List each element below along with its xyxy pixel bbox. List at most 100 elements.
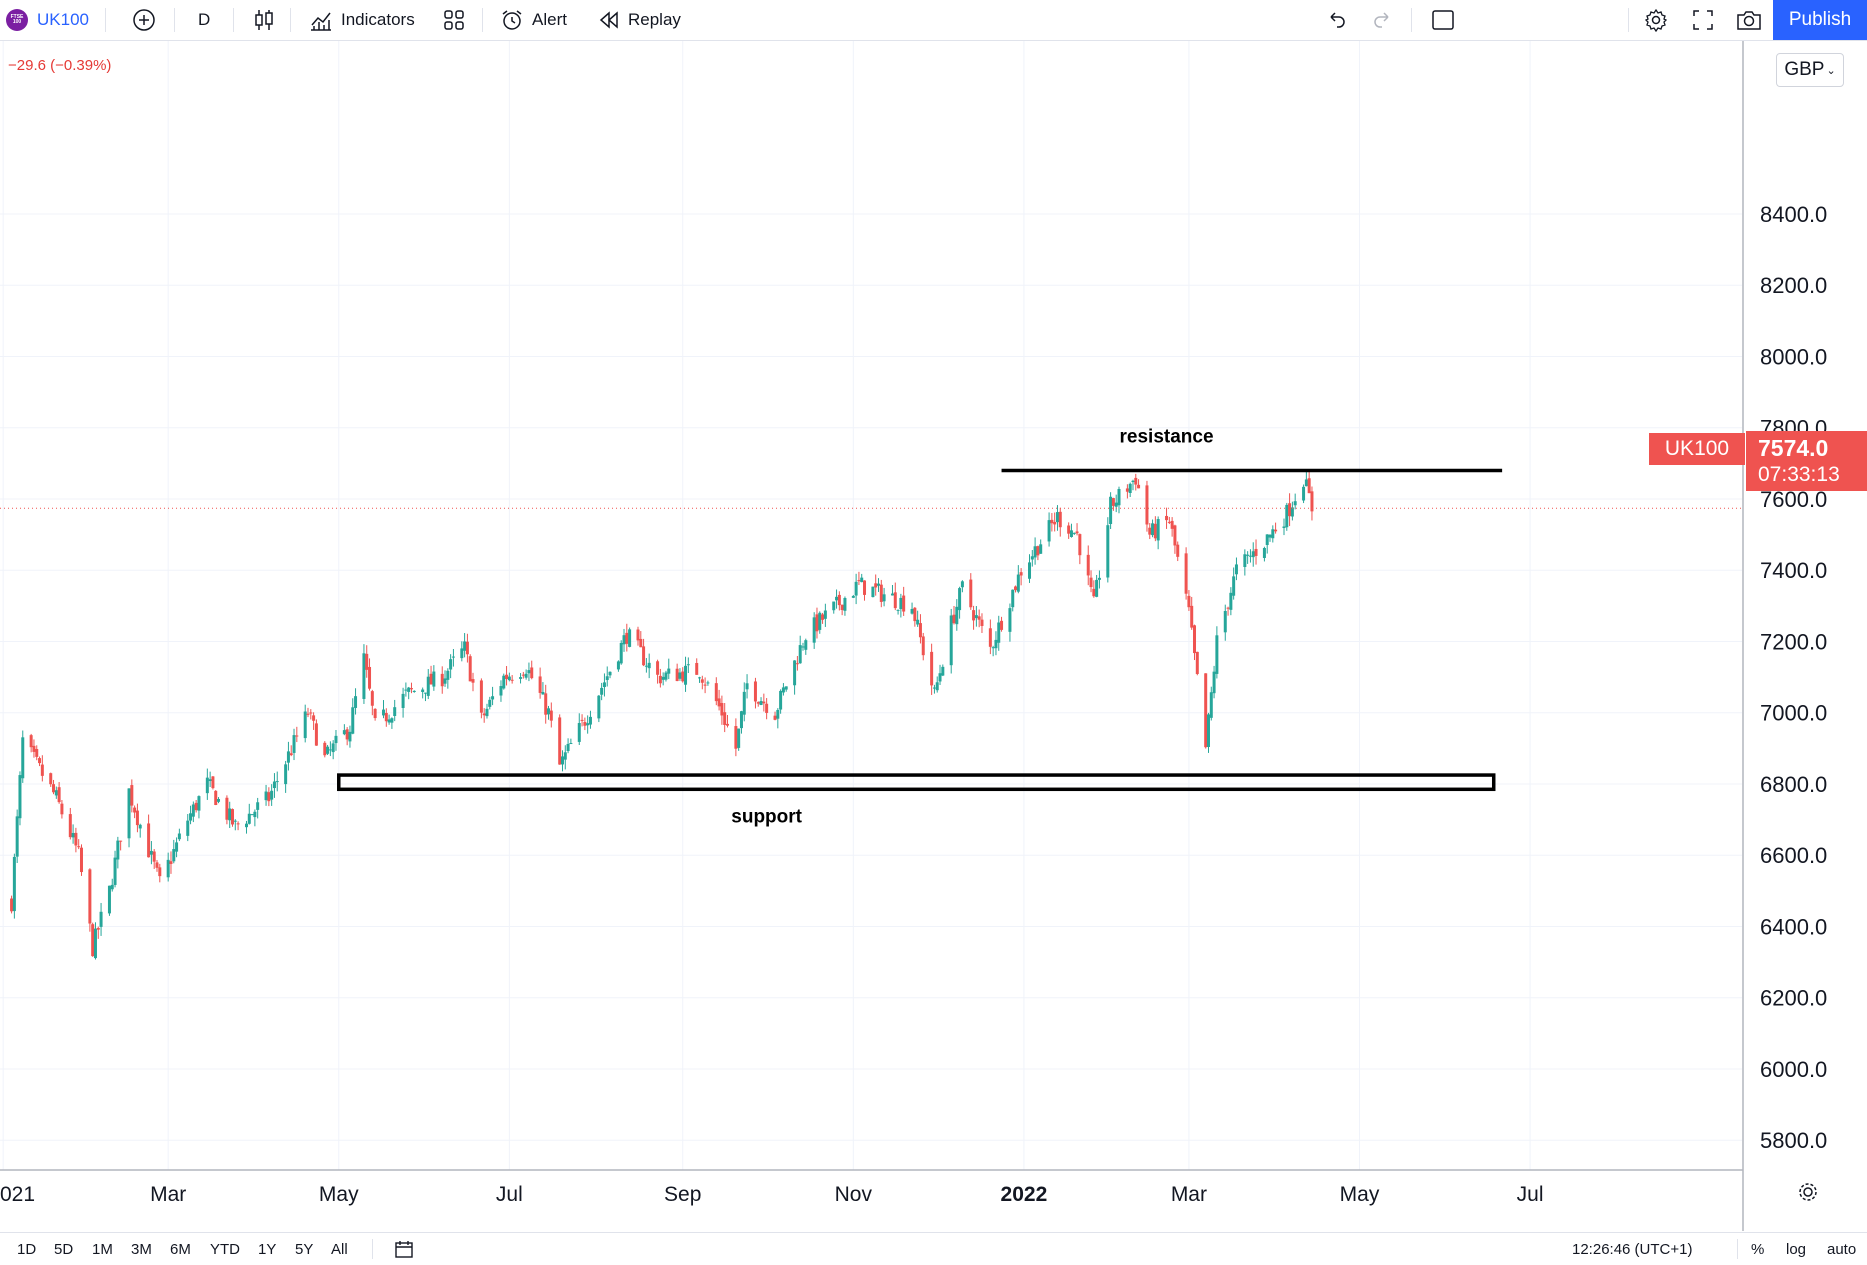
candle-body bbox=[974, 615, 978, 619]
candle-body bbox=[843, 598, 847, 611]
candle-body bbox=[32, 745, 36, 752]
range-6m[interactable]: 6M bbox=[170, 1240, 191, 1258]
candle-body bbox=[71, 832, 75, 838]
candle-body bbox=[10, 898, 14, 912]
candle-body bbox=[228, 808, 232, 821]
auto-toggle[interactable]: auto bbox=[1827, 1240, 1857, 1258]
undo-button[interactable] bbox=[1325, 0, 1347, 40]
candle-body bbox=[138, 824, 142, 829]
currency-selector[interactable]: GBP ⌄ bbox=[1776, 53, 1844, 87]
range-5d[interactable]: 5D bbox=[54, 1240, 74, 1258]
candle-body bbox=[155, 862, 159, 868]
candle-body bbox=[1248, 555, 1252, 557]
candle-body bbox=[1204, 673, 1208, 748]
chart-type-button[interactable] bbox=[253, 0, 275, 40]
candle-body bbox=[211, 776, 215, 789]
price-scale-label: 6000.0 bbox=[1760, 1057, 1827, 1082]
square-icon bbox=[1432, 10, 1454, 30]
candle-body bbox=[423, 692, 427, 694]
candle-body bbox=[21, 737, 25, 779]
range-1m[interactable]: 1M bbox=[92, 1240, 113, 1258]
indicators-button[interactable]: Indicators bbox=[309, 0, 415, 40]
range-all[interactable]: All bbox=[331, 1240, 348, 1258]
price-scale-label: 8400.0 bbox=[1760, 202, 1827, 227]
candle-body bbox=[135, 810, 139, 826]
candle-body bbox=[384, 712, 388, 722]
candle-body bbox=[390, 718, 394, 723]
goto-date-button[interactable] bbox=[394, 1233, 414, 1265]
candle-body bbox=[306, 713, 310, 715]
candle-body bbox=[217, 799, 221, 802]
layouts-button[interactable] bbox=[443, 0, 465, 40]
range-ytd[interactable]: YTD bbox=[210, 1240, 240, 1258]
candle-body bbox=[977, 616, 981, 620]
candle-body bbox=[1187, 595, 1191, 608]
camera-icon bbox=[1737, 11, 1761, 30]
candle-body bbox=[960, 581, 964, 588]
candle-body bbox=[642, 646, 646, 666]
candle-body bbox=[835, 596, 839, 601]
interval-button[interactable]: D bbox=[198, 0, 210, 40]
candle-body bbox=[345, 729, 349, 740]
range-3m[interactable]: 3M bbox=[131, 1240, 152, 1258]
log-toggle[interactable]: log bbox=[1786, 1240, 1807, 1258]
candle-body bbox=[1033, 546, 1037, 558]
candle-body bbox=[485, 708, 489, 717]
support-zone[interactable] bbox=[337, 773, 1496, 792]
candle-body bbox=[793, 660, 797, 686]
percent-toggle[interactable]: % bbox=[1751, 1240, 1765, 1258]
range-1d[interactable]: 1D bbox=[17, 1240, 37, 1258]
candle-body bbox=[465, 641, 469, 655]
range-1y[interactable]: 1Y bbox=[258, 1240, 277, 1258]
settings-button[interactable] bbox=[1644, 0, 1668, 40]
candle-body bbox=[619, 642, 623, 664]
candle-body bbox=[421, 689, 425, 693]
fullscreen-button[interactable] bbox=[1692, 0, 1714, 40]
symbol-search-button[interactable]: FTSE 100 UK100 bbox=[6, 0, 89, 40]
candle-body bbox=[292, 735, 296, 753]
candle-body bbox=[739, 711, 743, 729]
candle-body bbox=[510, 679, 514, 681]
candle-body bbox=[527, 670, 531, 674]
candle-body bbox=[549, 710, 553, 721]
candle-body bbox=[773, 715, 777, 720]
candle-body bbox=[997, 622, 1001, 643]
candle-body bbox=[130, 785, 134, 806]
redo-button[interactable] bbox=[1372, 0, 1394, 40]
candle-body bbox=[714, 683, 718, 702]
range-5y[interactable]: 5Y bbox=[295, 1240, 314, 1258]
candle-body bbox=[502, 675, 506, 689]
candle-body bbox=[443, 678, 447, 684]
candle-body bbox=[1047, 520, 1051, 542]
candle-body bbox=[717, 698, 721, 707]
clock-display[interactable]: 12:26:46 (UTC+1) bbox=[1572, 1240, 1693, 1258]
time-axis-label: Sep bbox=[664, 1183, 701, 1206]
candle-body bbox=[1028, 562, 1032, 579]
fullscreen-layout-button[interactable] bbox=[1431, 0, 1455, 40]
candle-body bbox=[952, 614, 956, 624]
candle-body bbox=[801, 646, 805, 648]
candle-body bbox=[664, 672, 668, 680]
candle-body bbox=[460, 648, 464, 659]
candle-body bbox=[1036, 546, 1040, 556]
candle-body bbox=[1019, 572, 1023, 576]
price-scale-label: 5800.0 bbox=[1760, 1128, 1827, 1153]
publish-button[interactable]: Publish bbox=[1773, 0, 1867, 40]
candle-body bbox=[1131, 480, 1135, 483]
snapshot-button[interactable] bbox=[1736, 0, 1762, 40]
candle-body bbox=[432, 671, 436, 687]
candle-body bbox=[636, 629, 640, 641]
candle-body bbox=[186, 820, 190, 836]
candle-body bbox=[622, 635, 626, 645]
alert-button[interactable]: Alert bbox=[500, 0, 567, 40]
candle-body bbox=[742, 691, 746, 715]
axis-settings-icon[interactable] bbox=[1799, 1183, 1817, 1201]
replay-button[interactable]: Replay bbox=[598, 0, 681, 40]
candle-body bbox=[1212, 671, 1216, 694]
candle-body bbox=[1193, 625, 1197, 654]
candle-body bbox=[133, 807, 137, 813]
compare-button[interactable] bbox=[132, 0, 156, 40]
chart-area[interactable]: resistance support 8400.0 8200.0 8000.0 7800… bbox=[0, 41, 1867, 1231]
candle-body bbox=[404, 689, 408, 691]
